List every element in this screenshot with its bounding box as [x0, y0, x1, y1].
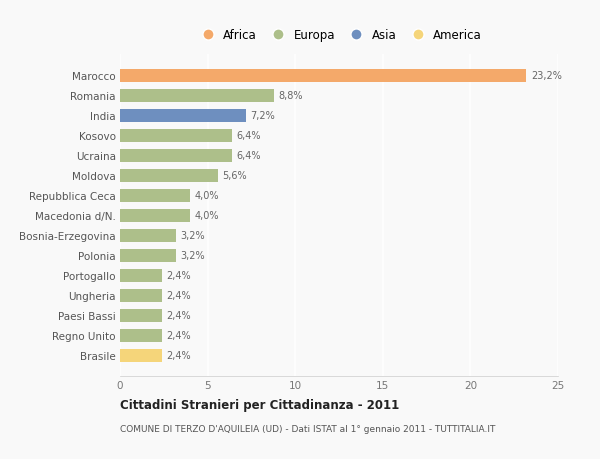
Text: 2,4%: 2,4%	[166, 350, 191, 360]
Bar	[120, 329, 162, 342]
Bar	[120, 169, 218, 182]
Text: 6,4%: 6,4%	[236, 131, 261, 141]
Text: 2,4%: 2,4%	[166, 310, 191, 320]
Bar	[120, 349, 162, 362]
Text: COMUNE DI TERZO D'AQUILEIA (UD) - Dati ISTAT al 1° gennaio 2011 - TUTTITALIA.IT: COMUNE DI TERZO D'AQUILEIA (UD) - Dati I…	[120, 425, 496, 433]
Bar	[120, 269, 162, 282]
Bar	[120, 249, 176, 262]
Text: 7,2%: 7,2%	[251, 111, 275, 121]
Text: 5,6%: 5,6%	[223, 171, 247, 181]
Text: 2,4%: 2,4%	[166, 270, 191, 280]
Bar	[120, 209, 190, 222]
Text: 2,4%: 2,4%	[166, 330, 191, 340]
Bar	[120, 70, 526, 83]
Legend: Africa, Europa, Asia, America: Africa, Europa, Asia, America	[196, 29, 482, 42]
Bar	[120, 150, 232, 162]
Bar	[120, 90, 274, 102]
Text: 3,2%: 3,2%	[181, 251, 205, 261]
Bar	[120, 129, 232, 142]
Text: 4,0%: 4,0%	[194, 211, 219, 221]
Bar	[120, 229, 176, 242]
Text: 8,8%: 8,8%	[278, 91, 303, 101]
Text: 23,2%: 23,2%	[531, 71, 562, 81]
Text: 2,4%: 2,4%	[166, 291, 191, 301]
Text: 4,0%: 4,0%	[194, 191, 219, 201]
Text: Cittadini Stranieri per Cittadinanza - 2011: Cittadini Stranieri per Cittadinanza - 2…	[120, 398, 399, 412]
Text: 6,4%: 6,4%	[236, 151, 261, 161]
Text: 3,2%: 3,2%	[181, 231, 205, 241]
Bar	[120, 309, 162, 322]
Bar	[120, 189, 190, 202]
Bar	[120, 289, 162, 302]
Bar	[120, 110, 246, 123]
